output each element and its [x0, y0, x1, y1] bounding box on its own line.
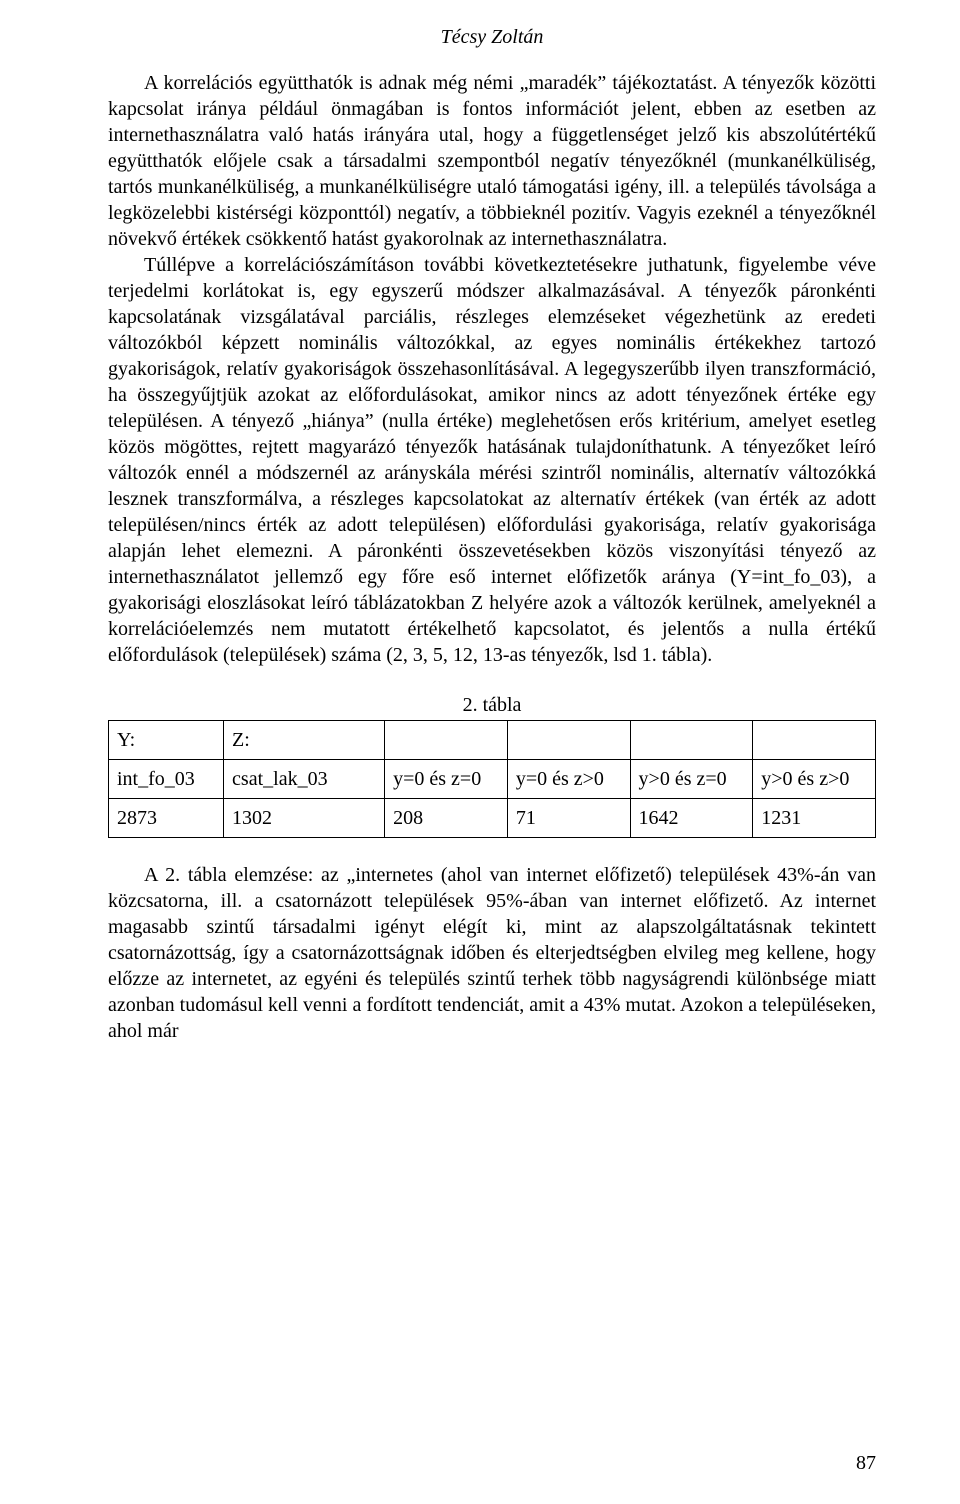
cell-value: 2873: [109, 799, 224, 838]
cell-empty: [385, 721, 508, 760]
header-author: Técsy Zoltán: [108, 24, 876, 50]
table-2-caption: 2. tábla: [108, 692, 876, 718]
table-row: 2873 1302 208 71 1642 1231: [109, 799, 876, 838]
cell-cond: y=0 és z>0: [507, 760, 630, 799]
cell-z-label: Z:: [224, 721, 385, 760]
cell-y-label: Y:: [109, 721, 224, 760]
cell-value: 1642: [630, 799, 753, 838]
table-row: Y: Z:: [109, 721, 876, 760]
body-text-block-2: A 2. tábla elemzése: az „internetes (aho…: [108, 862, 876, 1044]
body-text-block-1: A korrelációs együtthatók is adnak még n…: [108, 70, 876, 668]
cell-value: 1231: [753, 799, 876, 838]
cell-empty: [507, 721, 630, 760]
cell-value: 208: [385, 799, 508, 838]
cell-y-var: int_fo_03: [109, 760, 224, 799]
page: Técsy Zoltán A korrelációs együtthatók i…: [0, 0, 960, 1504]
cell-empty: [753, 721, 876, 760]
cell-cond: y>0 és z=0: [630, 760, 753, 799]
paragraph-1: A korrelációs együtthatók is adnak még n…: [108, 70, 876, 252]
paragraph-2: Túllépve a korrelációszámításon további …: [108, 252, 876, 668]
cell-value: 71: [507, 799, 630, 838]
cell-value: 1302: [224, 799, 385, 838]
page-number: 87: [856, 1450, 876, 1476]
table-row: int_fo_03 csat_lak_03 y=0 és z=0 y=0 és …: [109, 760, 876, 799]
cell-z-var: csat_lak_03: [224, 760, 385, 799]
table-2: Y: Z: int_fo_03 csat_lak_03 y=0 és z=0 y…: [108, 720, 876, 838]
cell-empty: [630, 721, 753, 760]
cell-cond: y>0 és z>0: [753, 760, 876, 799]
paragraph-3: A 2. tábla elemzése: az „internetes (aho…: [108, 862, 876, 1044]
cell-cond: y=0 és z=0: [385, 760, 508, 799]
